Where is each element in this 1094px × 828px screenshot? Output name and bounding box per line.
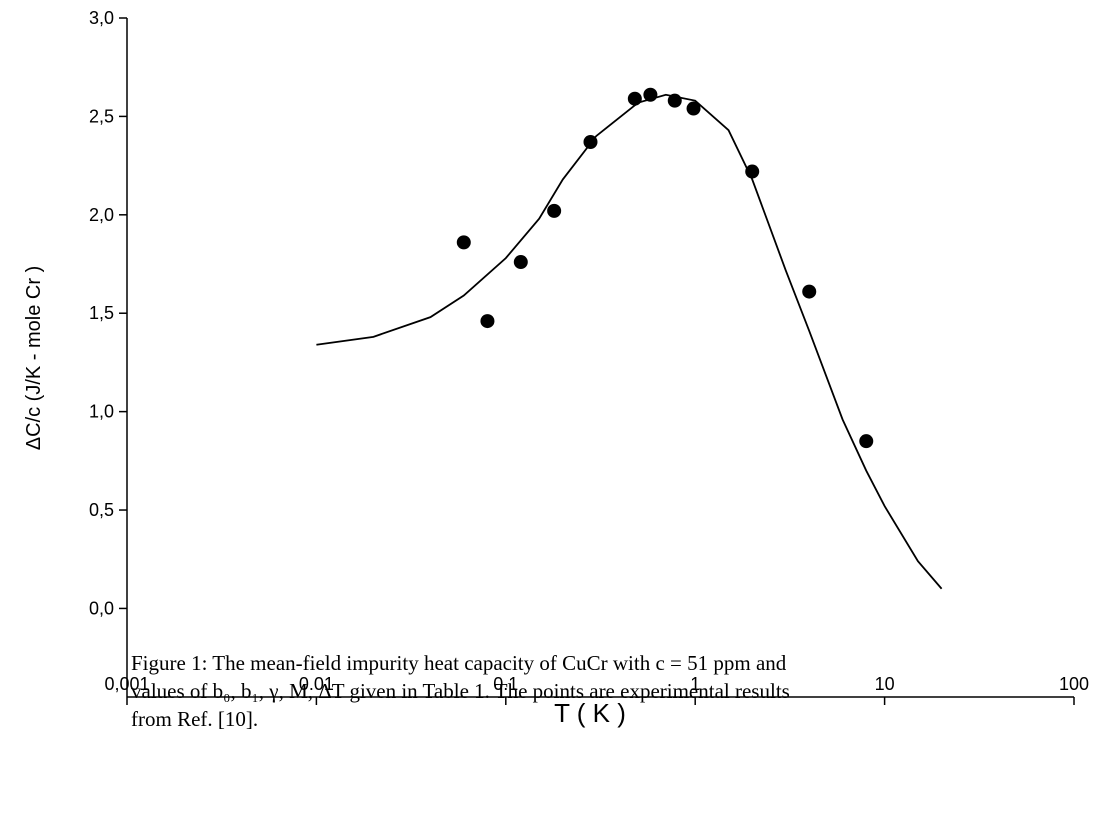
x-tick-label: 100 [1059, 674, 1089, 694]
y-tick-label: 0,0 [89, 598, 114, 618]
data-point [547, 203, 562, 218]
y-tick-label: 3,0 [89, 8, 114, 28]
y-axis-label: ΔC/c (J/K - mole Cr ) [23, 266, 45, 450]
y-tick-label: 0,5 [89, 500, 114, 520]
data-point [456, 235, 471, 250]
data-point [513, 255, 528, 270]
data-point [802, 284, 817, 299]
x-tick-label: 0.1 [493, 674, 518, 694]
data-point [686, 101, 701, 116]
y-tick-label: 1,0 [89, 402, 114, 422]
data-point [859, 434, 874, 449]
x-tick-label: 0.01 [299, 674, 334, 694]
caption-line: from Ref. [10]. [131, 707, 258, 731]
data-point [627, 91, 642, 106]
y-tick-label: 2,5 [89, 106, 114, 126]
y-tick-label: 1,5 [89, 303, 114, 323]
data-point [745, 164, 760, 179]
x-tick-label: 1 [690, 674, 700, 694]
x-tick-label: 10 [875, 674, 895, 694]
caption-line: values of b₀, b₁, γ, M, ΔT given in Tabl… [131, 679, 790, 703]
fit-curve [316, 93, 943, 590]
x-axis-label: T ( K ) [554, 698, 626, 728]
y-tick-label: 2,0 [89, 205, 114, 225]
caption-line: Figure 1: The mean-field impurity heat c… [131, 651, 787, 675]
x-tick-label: 0,001 [104, 674, 149, 694]
data-point [480, 314, 495, 329]
